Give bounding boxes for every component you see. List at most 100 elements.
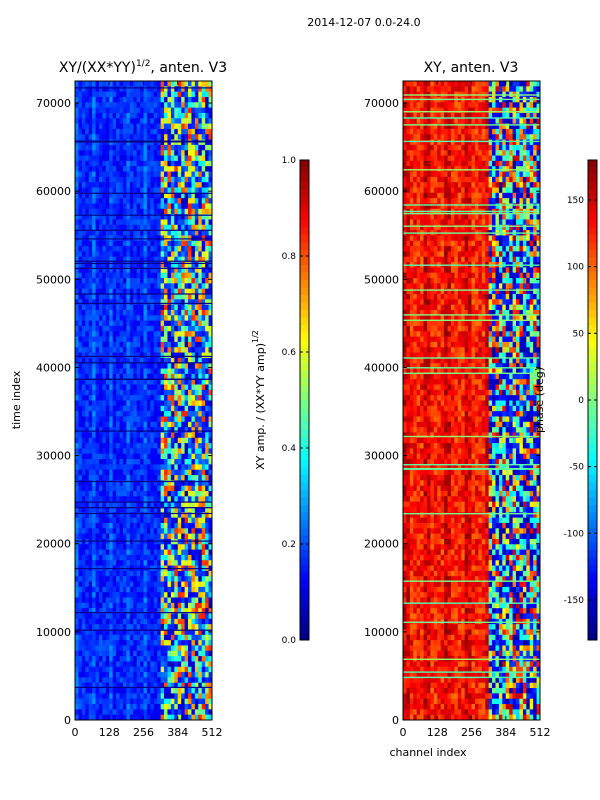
amplitude-cell <box>167 373 172 380</box>
amplitude-cell <box>119 283 124 290</box>
amplitude-cell <box>119 272 124 279</box>
amplitude-cell <box>177 288 182 295</box>
amplitude-cell <box>157 81 162 87</box>
amplitude-cell <box>188 107 192 114</box>
amplitude-cell <box>109 522 114 529</box>
amplitude-cell <box>177 187 182 194</box>
amplitude-cell <box>98 586 103 593</box>
amplitude-cell <box>119 262 124 268</box>
amplitude-cell <box>75 533 79 540</box>
amplitude-cell <box>167 107 172 114</box>
amplitude-cell <box>153 538 158 545</box>
amplitude-cell <box>102 586 107 593</box>
amplitude-cell <box>164 134 168 140</box>
amplitude-cell <box>140 128 144 135</box>
amplitude-cell <box>164 517 168 524</box>
amplitude-cell <box>143 288 148 295</box>
amplitude-cell <box>116 325 120 332</box>
amplitude-cell <box>157 480 162 487</box>
amplitude-cell <box>112 576 117 582</box>
amplitude-cell <box>116 203 120 210</box>
amplitude-cell <box>112 443 117 449</box>
amplitude-cell <box>143 602 148 609</box>
amplitude-cell <box>188 278 192 284</box>
amplitude-cell <box>157 666 162 673</box>
amplitude-cell <box>116 373 120 380</box>
amplitude-cell <box>157 118 162 125</box>
amplitude-cell <box>160 640 165 646</box>
amplitude-cell <box>205 666 209 673</box>
amplitude-cell <box>92 496 96 503</box>
amplitude-cell <box>88 405 93 412</box>
amplitude-cell <box>75 294 79 300</box>
amplitude-cell <box>109 325 114 332</box>
amplitude-cell <box>81 384 86 391</box>
amplitude-cell <box>188 507 192 513</box>
amplitude-cell <box>75 214 79 220</box>
phase-cell <box>492 81 496 87</box>
amplitude-cell <box>188 666 192 673</box>
amplitude-cell <box>81 507 86 513</box>
amplitude-cell <box>95 288 100 295</box>
amplitude-cell <box>78 640 83 646</box>
amplitude-cell <box>143 182 148 188</box>
amplitude-cell <box>98 469 103 476</box>
amplitude-cell <box>140 246 144 252</box>
amplitude-cell <box>98 160 103 167</box>
amplitude-cell <box>85 688 90 694</box>
amplitude-colorbar: 0.00.20.40.60.81.0 XY amp. / (XX*YY amp)… <box>251 156 310 646</box>
amplitude-cell <box>116 459 120 465</box>
amplitude-cell <box>85 496 90 503</box>
amplitude-cell <box>102 368 107 375</box>
amplitude-cell <box>191 299 196 306</box>
amplitude-cell <box>205 176 209 183</box>
amplitude-cell <box>174 251 179 258</box>
amplitude-cell <box>208 570 213 577</box>
amplitude-cell <box>78 309 83 316</box>
amplitude-cell <box>167 112 172 119</box>
colorbar-segment <box>300 557 309 566</box>
amplitude-cell <box>188 453 192 460</box>
amplitude-cell <box>129 427 134 433</box>
amplitude-cell <box>194 448 199 455</box>
amplitude-cell <box>191 214 196 220</box>
colorbar-tick-label: 0.4 <box>282 444 297 454</box>
amplitude-cell <box>188 464 192 471</box>
amplitude-cell <box>167 357 172 364</box>
amplitude-cell <box>184 107 189 114</box>
amplitude-cell <box>119 661 124 668</box>
amplitude-cell <box>188 704 192 710</box>
amplitude-cell <box>146 640 151 646</box>
amplitude-cell <box>167 160 172 167</box>
amplitude-cell <box>75 570 79 577</box>
amplitude-cell <box>105 597 110 604</box>
amplitude-cell <box>208 464 213 471</box>
amplitude-cell <box>122 347 127 353</box>
amplitude-cell <box>181 256 185 263</box>
amplitude-cell <box>201 278 206 284</box>
amplitude-cell <box>164 549 168 556</box>
amplitude-cell <box>181 102 185 109</box>
amplitude-cell <box>194 272 199 279</box>
amplitude-cell <box>198 677 203 684</box>
amplitude-cell <box>160 256 165 263</box>
amplitude-cell <box>105 288 110 295</box>
amplitude-cell <box>136 437 141 444</box>
amplitude-cell <box>188 443 192 449</box>
amplitude-cell <box>164 256 168 263</box>
amplitude-cell <box>143 677 148 684</box>
amplitude-cell <box>133 384 138 391</box>
amplitude-cell <box>181 544 185 551</box>
amplitude-cell <box>119 182 124 188</box>
amplitude-cell <box>116 453 120 460</box>
amplitude-cell <box>112 379 117 385</box>
amplitude-cell <box>170 437 175 444</box>
amplitude-cell <box>85 570 90 577</box>
amplitude-cell <box>198 624 203 630</box>
amplitude-cell <box>160 677 165 684</box>
amplitude-cell <box>181 112 185 119</box>
amplitude-cell <box>198 160 203 167</box>
amplitude-cell <box>194 379 199 385</box>
amplitude-cell <box>208 283 213 290</box>
amplitude-cell <box>191 491 196 497</box>
